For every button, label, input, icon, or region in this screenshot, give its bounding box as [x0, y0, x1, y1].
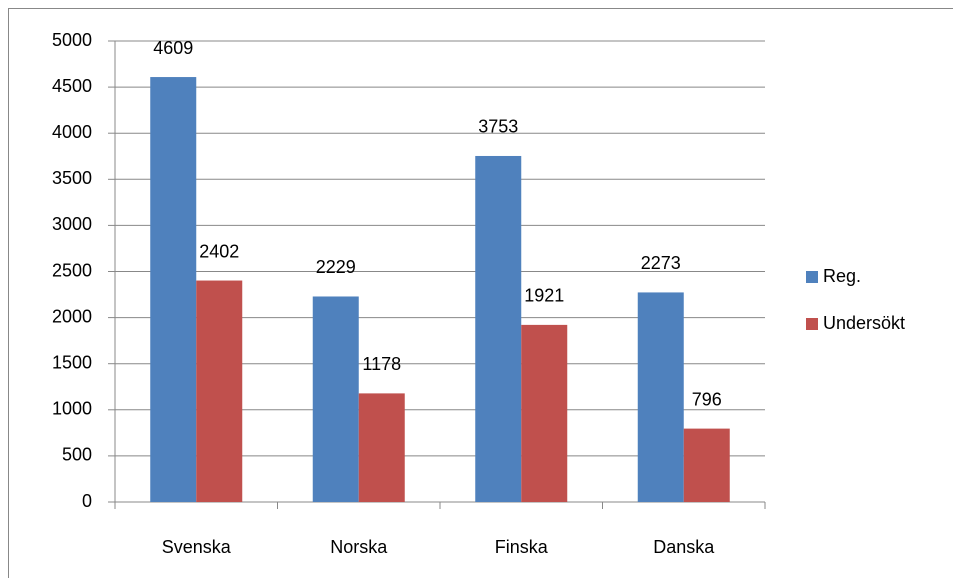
y-tick-label: 4000 — [52, 122, 92, 142]
bar — [313, 296, 359, 502]
y-tick-label: 1000 — [52, 399, 92, 419]
data-label: 2273 — [641, 253, 681, 273]
bar — [684, 429, 730, 502]
y-tick-label: 1500 — [52, 352, 92, 372]
data-label: 796 — [692, 389, 722, 409]
bar — [359, 393, 405, 502]
data-label: 1178 — [362, 354, 401, 374]
y-tick-label: 3500 — [52, 168, 92, 188]
y-tick-label: 0 — [82, 491, 92, 511]
legend-label: Undersökt — [823, 313, 905, 333]
x-tick-label: Norska — [330, 537, 388, 557]
x-tick-label: Svenska — [162, 537, 232, 557]
bar — [150, 77, 196, 502]
y-tick-label: 3000 — [52, 214, 92, 234]
bar — [196, 281, 242, 502]
bar — [521, 325, 567, 502]
bar — [638, 292, 684, 502]
data-label: 2402 — [199, 241, 239, 261]
y-tick-label: 4500 — [52, 76, 92, 96]
x-tick-label: Danska — [653, 537, 715, 557]
y-tick-label: 2500 — [52, 260, 92, 280]
y-tick-label: 5000 — [52, 30, 92, 50]
x-tick-label: Finska — [495, 537, 549, 557]
legend-swatch — [806, 271, 818, 283]
legend-label: Reg. — [823, 266, 861, 286]
data-label: 2229 — [316, 257, 356, 277]
data-label: 1921 — [524, 286, 564, 306]
y-tick-label: 500 — [62, 445, 92, 465]
legend-swatch — [806, 318, 818, 330]
data-label: 4609 — [153, 38, 193, 58]
bar — [475, 156, 521, 502]
data-label: 3753 — [478, 117, 518, 137]
y-tick-label: 2000 — [52, 306, 92, 326]
